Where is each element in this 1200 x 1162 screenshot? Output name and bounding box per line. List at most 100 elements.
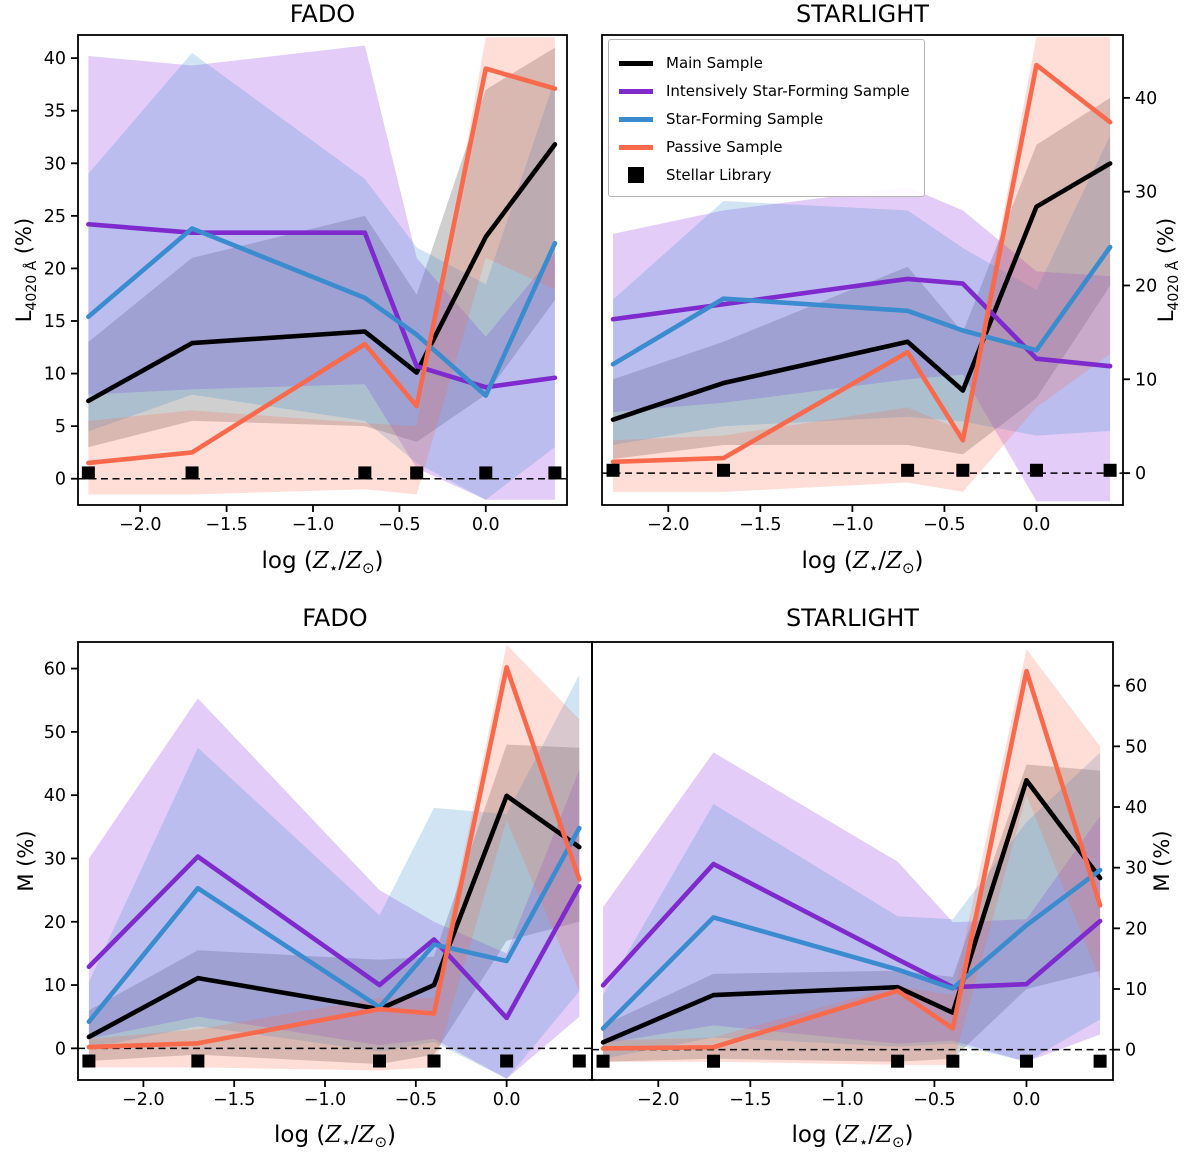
x-axis-label-part: log ( — [801, 548, 853, 574]
x-tick-label: −1.5 — [729, 1090, 772, 1110]
panel-title-starlight-mass: STARLIGHT — [786, 604, 919, 632]
legend-label: Passive Sample — [666, 138, 783, 156]
stellar-library-marker — [81, 466, 95, 480]
y-axis-label-unit: (%) — [12, 217, 36, 261]
x-tick-label: −1.0 — [831, 515, 874, 535]
stellar-library-marker — [82, 1054, 96, 1068]
axes-frame — [77, 34, 568, 506]
x-axis-label-fado-mass: log (Z⋆/Z⊙) — [274, 1122, 396, 1151]
stellar-library-marker — [717, 463, 731, 477]
plot-area-starlight-luminosity — [602, 36, 1123, 502]
plot-area-fado-luminosity — [78, 37, 567, 500]
x-axis-label-part: ⊙ — [374, 1133, 388, 1151]
line-passive-sample — [600, 668, 1103, 1051]
line-star-forming-sample — [610, 244, 1113, 367]
x-tick-label: −1.0 — [292, 515, 335, 535]
legend-square-swatch-wrap — [619, 167, 653, 183]
x-axis-label-part: ) — [374, 548, 384, 574]
x-axis-label-part: / — [350, 1122, 359, 1148]
x-axis-label-part: / — [868, 1122, 876, 1148]
y-axis-label-main: L — [1154, 310, 1178, 323]
legend-entry-intensively-star-forming-sample: Intensively Star-Forming Sample — [619, 77, 910, 105]
line-star-forming-sample — [86, 825, 582, 1025]
stellar-library-marker — [358, 466, 372, 480]
y-tick-label: 40 — [1125, 798, 1147, 818]
panel-title-starlight-luminosity: STARLIGHT — [796, 0, 929, 28]
band-star-forming-sample — [88, 52, 555, 500]
x-tick-label: −0.5 — [913, 1090, 956, 1110]
x-axis-label-starlight-mass: log (Z⋆/Z⊙) — [791, 1122, 913, 1151]
plot-area-starlight-mass — [592, 649, 1113, 1068]
stellar-library-marker — [707, 1054, 721, 1068]
y-tick-label: 15 — [44, 312, 66, 332]
x-tick-label: 0.0 — [1023, 515, 1051, 535]
legend-label: Intensively Star-Forming Sample — [666, 82, 910, 100]
x-tick-label: −2.0 — [122, 1090, 165, 1110]
x-tick-label: −2.0 — [119, 515, 162, 535]
legend-line-swatch — [619, 60, 653, 66]
y-tick-label: 60 — [1125, 677, 1147, 697]
legend-entry-stellar-library: Stellar Library — [619, 161, 910, 189]
panel-starlight-mass: −2.0 −1.5 −1.0 −0.5 0.0 0 10 20 30 40 50 60 — [591, 641, 1147, 1110]
stellar-library-marker — [410, 466, 424, 480]
x-axis-label-part: ) — [914, 548, 924, 574]
x-axis-label-part: Z — [312, 548, 329, 574]
line-star-forming-sample — [86, 226, 558, 398]
line-passive-sample — [86, 66, 558, 466]
stellar-library-marker — [500, 1054, 514, 1068]
x-axis-label-part: / — [338, 548, 346, 574]
y-axis-label-fado-luminosity: L4020 Å (%) — [12, 218, 40, 322]
x-axis-label-part: ) — [904, 1122, 914, 1148]
x-axis-label-part: ⋆ — [328, 559, 339, 577]
panel-fado-mass: −2.0 −1.5 −1.0 −0.5 0.0 0 10 20 30 40 50 60 — [44, 641, 593, 1110]
legend-entry-passive-sample: Passive Sample — [619, 133, 910, 161]
y-tick-label: 0 — [55, 1039, 66, 1059]
y-tick-label: 30 — [1125, 859, 1147, 879]
y-axis-label-subscript: 4020 Å — [1166, 260, 1182, 311]
band-intensively-star-forming-sample — [613, 186, 1111, 502]
x-tick-label: −0.5 — [923, 515, 966, 535]
y-tick-label: 20 — [1125, 919, 1147, 939]
x-tick-label: −0.5 — [378, 515, 421, 535]
legend-box: Main Sample Intensively Star-Forming Samp… — [608, 39, 925, 197]
line-main-sample — [600, 778, 1103, 1045]
stellar-library-marker — [956, 463, 970, 477]
line-intensively-star-forming-sample — [610, 276, 1113, 369]
x-tick-label: −2.0 — [637, 1090, 680, 1110]
y-axis-label-fado-mass: M (%) — [14, 830, 38, 891]
legend-label: Star-Forming Sample — [666, 110, 824, 128]
x-axis-label-part: / — [878, 548, 886, 574]
y-tick-label: 10 — [44, 976, 66, 996]
x-tick-label: −1.5 — [213, 1090, 256, 1110]
line-star-forming-sample — [600, 867, 1103, 1031]
y-tick-label: 50 — [44, 723, 66, 743]
x-axis-label-part: Z — [852, 548, 869, 574]
y-tick-label: 30 — [44, 154, 66, 174]
x-axis-label-part: log ( — [273, 1122, 326, 1148]
x-axis-label-part: ⋆ — [341, 1133, 351, 1151]
y-axis-label-unit: (%) — [1154, 217, 1178, 261]
panel-title-fado-luminosity: FADO — [289, 0, 356, 28]
y-tick-label: 10 — [44, 365, 66, 385]
stellar-library-marker — [372, 1054, 386, 1068]
legend-line-swatch — [619, 88, 653, 94]
x-axis-label-part: ⊙ — [891, 1133, 905, 1151]
stellar-library-marker — [185, 466, 199, 480]
y-tick-label: 50 — [1125, 737, 1147, 757]
line-passive-sample — [86, 665, 582, 1050]
x-tick-label: −1.0 — [304, 1090, 347, 1110]
band-passive-sample — [613, 36, 1111, 492]
y-tick-label: 20 — [1135, 276, 1157, 296]
stellar-library-marker — [572, 1054, 586, 1068]
stellar-library-marker — [901, 463, 915, 477]
legend-line-swatch — [619, 144, 653, 150]
band-passive-sample — [603, 649, 1101, 1065]
y-tick-label: 20 — [44, 259, 66, 279]
axes-frame — [591, 641, 1114, 1081]
plot-area-fado-mass — [78, 644, 592, 1079]
x-axis-label-part: ⋆ — [858, 1133, 869, 1151]
stellar-library-marker — [596, 1054, 610, 1068]
band-main-sample — [88, 744, 580, 1065]
y-axis-label-main: M — [14, 873, 38, 892]
